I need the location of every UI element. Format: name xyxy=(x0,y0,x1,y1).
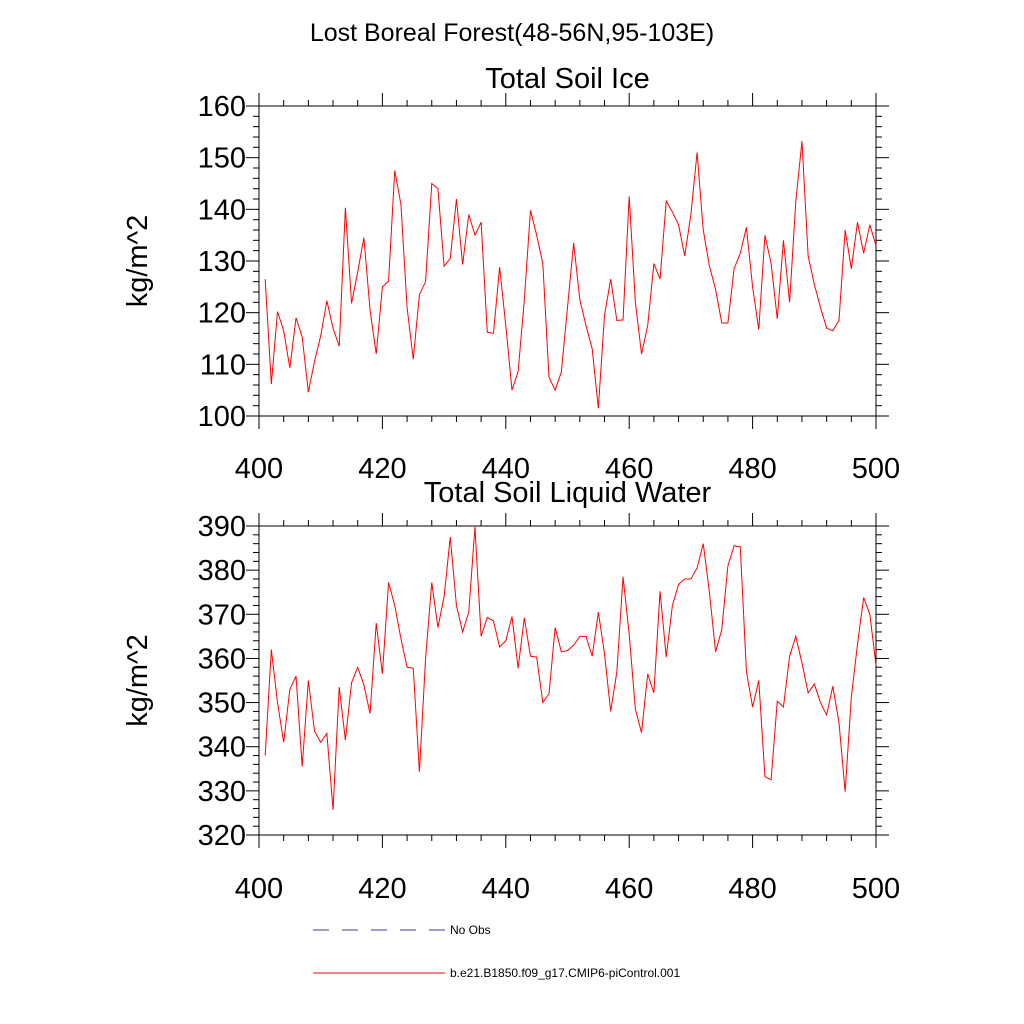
y-tick-label: 160 xyxy=(198,91,246,123)
y-tick-label: 140 xyxy=(198,194,246,226)
plot-frame xyxy=(258,525,877,836)
x-tick-label: 480 xyxy=(728,873,776,905)
chart-title: Total Soil Liquid Water xyxy=(424,477,712,509)
x-tick-label: 460 xyxy=(605,873,653,905)
x-tick-label: 440 xyxy=(482,873,530,905)
series-line xyxy=(264,141,877,409)
y-axis-label: kg/m^2 xyxy=(122,634,154,727)
figure-title: Lost Boreal Forest(48-56N,95-103E) xyxy=(310,19,714,47)
legend-label-model: b.e21.B1850.f09_g17.CMIP6-piControl.001 xyxy=(450,966,680,980)
chart-title: Total Soil Ice xyxy=(485,63,649,95)
series-line xyxy=(264,526,877,810)
y-tick-label: 320 xyxy=(198,820,246,852)
x-tick-label: 500 xyxy=(852,873,900,905)
panel-total-soil-liquid-water: Total Soil Liquid Water kg/m^2 400 420 440 46… xyxy=(122,477,900,905)
legend-label-no-obs: No Obs xyxy=(450,923,491,937)
y-tick-label: 380 xyxy=(198,555,246,587)
x-tick-label: 440 xyxy=(482,453,530,485)
y-tick-label: 340 xyxy=(198,732,246,764)
panel-total-soil-ice: Total Soil Ice kg/m^2 400 420 440 460 480 500 10… xyxy=(122,63,900,485)
legend: No Obs b.e21.B1850.f09_g17.CMIP6-piContr… xyxy=(313,923,680,980)
y-tick-label: 370 xyxy=(198,599,246,631)
x-tick-label: 420 xyxy=(358,873,406,905)
x-tick-label: 500 xyxy=(852,453,900,485)
y-tick-label: 390 xyxy=(198,511,246,543)
y-tick-label: 100 xyxy=(198,401,246,433)
x-tick-label: 480 xyxy=(728,453,776,485)
y-tick-label: 150 xyxy=(198,143,246,175)
y-tick-label: 330 xyxy=(198,776,246,808)
x-tick-label: 400 xyxy=(235,873,283,905)
x-tick-label: 460 xyxy=(605,453,653,485)
x-tick-label: 400 xyxy=(235,453,283,485)
y-tick-label: 360 xyxy=(198,643,246,675)
x-tick-label: 420 xyxy=(358,453,406,485)
y-tick-label: 120 xyxy=(198,298,246,330)
y-tick-label: 130 xyxy=(198,246,246,278)
y-axis-label: kg/m^2 xyxy=(122,215,154,308)
y-tick-label: 350 xyxy=(198,688,246,720)
y-tick-label: 110 xyxy=(200,349,246,381)
